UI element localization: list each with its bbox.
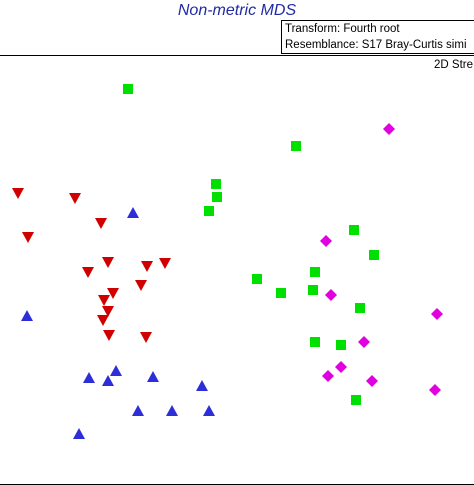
square-point-2-8 xyxy=(252,274,262,284)
triangle-down-point-0-3 xyxy=(22,232,34,243)
triangle-up-point-1-10 xyxy=(73,428,85,439)
info-box: Transform: Fourth root Resemblance: S17 … xyxy=(281,20,474,54)
triangle-down-point-0-11 xyxy=(102,306,114,317)
triangle-down-point-0-9 xyxy=(98,295,110,306)
diamond-point-3-6 xyxy=(322,370,334,382)
triangle-up-point-1-3 xyxy=(110,365,122,376)
diamond-point-3-0 xyxy=(383,123,395,135)
square-point-2-2 xyxy=(211,179,221,189)
triangle-down-point-0-5 xyxy=(102,257,114,268)
transform-label: Transform: Fourth root xyxy=(285,23,400,35)
triangle-up-point-1-5 xyxy=(147,371,159,382)
square-point-2-5 xyxy=(349,225,359,235)
triangle-up-point-1-1 xyxy=(21,310,33,321)
square-point-2-9 xyxy=(276,288,286,298)
triangle-down-point-0-14 xyxy=(140,332,152,343)
square-point-2-0 xyxy=(123,84,133,94)
triangle-up-point-1-6 xyxy=(196,380,208,391)
triangle-up-point-1-4 xyxy=(102,375,114,386)
square-point-2-10 xyxy=(308,285,318,295)
square-point-2-3 xyxy=(212,192,222,202)
chart-title: Non-metric MDS xyxy=(177,2,297,19)
diamond-point-3-7 xyxy=(366,375,378,387)
triangle-down-point-0-8 xyxy=(107,288,119,299)
square-point-2-11 xyxy=(355,303,365,313)
resemblance-label: Resemblance: S17 Bray-Curtis simi xyxy=(285,39,467,51)
stress-label: 2D Stre xyxy=(434,59,473,71)
diamond-point-3-2 xyxy=(325,289,337,301)
triangle-up-point-1-8 xyxy=(166,405,178,416)
diamond-point-3-8 xyxy=(429,384,441,396)
triangle-down-point-0-13 xyxy=(103,330,115,341)
triangle-down-point-0-6 xyxy=(141,261,153,272)
square-point-2-4 xyxy=(204,206,214,216)
diamond-point-3-3 xyxy=(431,308,443,320)
square-point-2-12 xyxy=(310,337,320,347)
square-point-2-1 xyxy=(291,141,301,151)
triangle-up-point-1-0 xyxy=(127,207,139,218)
diamond-point-3-5 xyxy=(335,361,347,373)
scatter-plot xyxy=(12,84,443,439)
triangle-up-point-1-9 xyxy=(203,405,215,416)
triangle-down-point-0-2 xyxy=(95,218,107,229)
square-point-2-14 xyxy=(351,395,361,405)
triangle-down-point-0-0 xyxy=(12,188,24,199)
triangle-down-point-0-10 xyxy=(135,280,147,291)
triangle-down-point-0-7 xyxy=(159,258,171,269)
triangle-down-point-0-12 xyxy=(97,315,109,326)
square-point-2-6 xyxy=(369,250,379,260)
diamond-point-3-4 xyxy=(358,336,370,348)
square-point-2-7 xyxy=(310,267,320,277)
triangle-up-point-1-2 xyxy=(83,372,95,383)
square-point-2-13 xyxy=(336,340,346,350)
triangle-down-point-0-4 xyxy=(82,267,94,278)
triangle-down-point-0-1 xyxy=(69,193,81,204)
triangle-up-point-1-7 xyxy=(132,405,144,416)
diamond-point-3-1 xyxy=(320,235,332,247)
